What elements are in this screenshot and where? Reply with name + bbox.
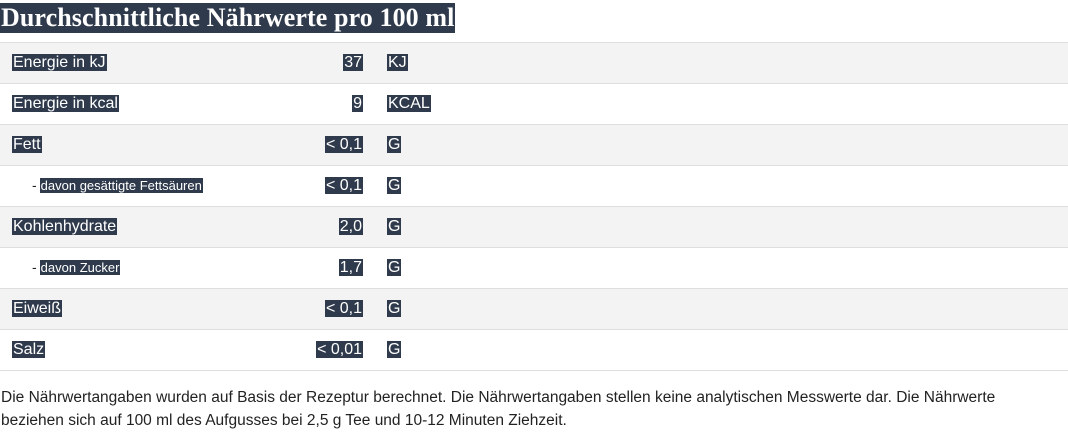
nutrient-label: Energie in kcal xyxy=(12,95,119,112)
nutrient-value: 37 xyxy=(343,53,363,73)
nutrient-unit: G xyxy=(387,340,402,360)
sub-item-dash: - xyxy=(32,259,37,275)
nutrient-value: 2,0 xyxy=(338,217,363,237)
nutrient-value: < 0,1 xyxy=(324,135,363,155)
nutrient-name: - davon Zucker xyxy=(32,259,121,277)
nutrient-unit: G xyxy=(387,135,402,155)
nutrient-label: Salz xyxy=(12,341,46,358)
page-title-wrap: Durchschnittliche Nährwerte pro 100 ml xyxy=(0,3,456,33)
sub-item-dash: - xyxy=(32,177,37,193)
nutrient-unit: G xyxy=(387,176,402,196)
unit-label: G xyxy=(387,300,402,317)
nutrient-name: Kohlenhydrate xyxy=(12,217,118,237)
value-label: 1,7 xyxy=(338,259,363,276)
nutrient-value: 9 xyxy=(352,94,363,114)
value-label: < 0,1 xyxy=(324,136,363,153)
nutrient-name: Energie in kJ xyxy=(12,53,107,73)
nutrient-value: < 0,01 xyxy=(316,340,363,360)
table-row: - davon Zucker 1,7 G xyxy=(0,248,1068,289)
nutrient-value: < 0,1 xyxy=(324,176,363,196)
unit-label: KJ xyxy=(387,54,408,71)
nutrient-label: Energie in kJ xyxy=(12,54,107,71)
nutrient-value: 1,7 xyxy=(338,258,363,278)
table-row: Energie in kJ 37 KJ xyxy=(0,43,1068,84)
nutrient-unit: G xyxy=(387,299,402,319)
nutrient-label: Eiweiß xyxy=(12,300,63,317)
nutrient-unit: G xyxy=(387,258,402,278)
value-label: < 0,1 xyxy=(324,300,363,317)
nutrition-footnote: Die Nährwertangaben wurden auf Basis der… xyxy=(1,389,996,429)
nutrient-unit: G xyxy=(387,217,402,237)
unit-label: KCAL xyxy=(387,95,431,112)
value-label: < 0,01 xyxy=(316,341,363,358)
unit-label: G xyxy=(387,259,402,276)
value-label: 37 xyxy=(343,54,363,71)
table-row: Salz < 0,01 G xyxy=(0,330,1068,371)
table-row: Energie in kcal 9 KCAL xyxy=(0,84,1068,125)
nutrition-table: Energie in kJ 37 KJ Energie in kcal 9 KC… xyxy=(0,42,1068,371)
nutrient-value: < 0,1 xyxy=(324,299,363,319)
nutrient-label: davon Zucker xyxy=(39,260,121,275)
value-label: < 0,1 xyxy=(324,177,363,194)
nutrient-label: Fett xyxy=(12,136,42,153)
unit-label: G xyxy=(387,177,402,194)
unit-label: G xyxy=(387,136,402,153)
unit-label: G xyxy=(387,341,402,358)
unit-label: G xyxy=(387,218,402,235)
nutrient-unit: KJ xyxy=(387,53,408,73)
nutrient-unit: KCAL xyxy=(387,94,431,114)
value-label: 2,0 xyxy=(338,218,363,235)
nutrient-label: Kohlenhydrate xyxy=(12,218,118,235)
table-row: Fett < 0,1 G xyxy=(0,125,1068,166)
nutrient-name: Energie in kcal xyxy=(12,94,119,114)
page-title: Durchschnittliche Nährwerte pro 100 ml xyxy=(0,3,456,33)
table-row: - davon gesättigte Fettsäuren < 0,1 G xyxy=(0,166,1068,207)
table-row: Eiweiß < 0,1 G xyxy=(0,289,1068,330)
nutrient-label: davon gesättigte Fettsäuren xyxy=(39,178,203,193)
table-row: Kohlenhydrate 2,0 G xyxy=(0,207,1068,248)
nutrient-name: Eiweiß xyxy=(12,299,63,319)
nutrient-name: Salz xyxy=(12,340,46,360)
nutrient-name: Fett xyxy=(12,135,42,155)
nutrient-name: - davon gesättigte Fettsäuren xyxy=(32,177,203,195)
value-label: 9 xyxy=(352,95,363,112)
